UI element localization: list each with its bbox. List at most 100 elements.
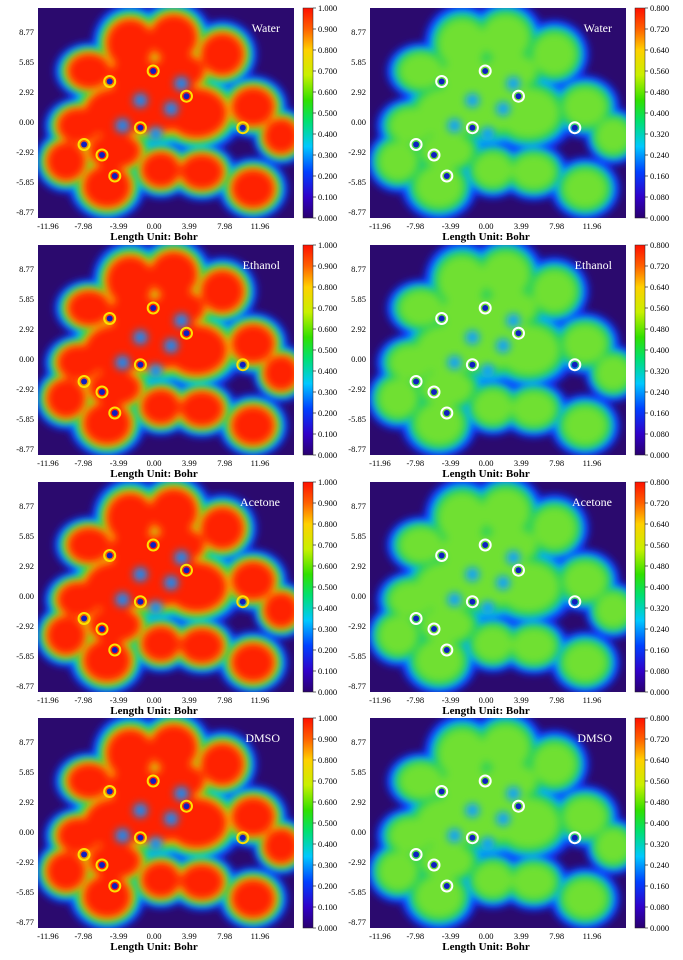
density-blob — [532, 742, 577, 786]
x-tick-label: 0.00 — [479, 458, 494, 468]
density-holes — [115, 786, 189, 851]
colorbar-tick-label: 0.000 — [650, 450, 669, 460]
density-layer — [378, 488, 626, 683]
colorbar-tick-label: 0.900 — [318, 261, 337, 271]
colorbar-tick-label: 0.080 — [650, 902, 669, 912]
density-blob — [88, 607, 141, 643]
atom-ring-marker — [179, 563, 193, 577]
x-tick-label: 7.98 — [549, 695, 564, 705]
density-blob — [441, 767, 494, 804]
heatmap-panel-8: DMSO 8.77 5.85 2.92 0.00 -2.92 -5.85 -8.77-11.9… — [348, 713, 669, 953]
colorbar-tick-label: 0.640 — [650, 282, 669, 292]
density-blob — [166, 798, 227, 848]
x-tick-label: 7.98 — [217, 695, 232, 705]
y-tick-label: 5.85 — [19, 767, 34, 777]
colorbar-tick-label: 0.000 — [650, 923, 669, 933]
colorbar-tick-label: 0.720 — [650, 734, 669, 744]
y-tick-label: -8.77 — [16, 444, 34, 454]
colorbar-tick-label: 0.560 — [650, 66, 669, 76]
density-blob — [378, 378, 418, 418]
colorbar-gradient — [302, 481, 314, 693]
density-blob — [231, 561, 275, 601]
atom-ring-marker — [103, 75, 117, 88]
x-axis-label: Length Unit: Bohr — [110, 705, 198, 717]
density-hole — [496, 338, 511, 353]
density-blob — [563, 561, 607, 601]
atom-ring-marker — [77, 138, 91, 151]
atom-ring-marker — [146, 774, 160, 788]
y-tick-label: 2.92 — [19, 797, 34, 807]
atom-ring-marker — [435, 312, 449, 325]
colorbar-tick-label: 0.160 — [650, 881, 669, 891]
colorbar-tick-label: 0.080 — [650, 666, 669, 676]
heatmap-panel-1: Water 8.77 5.85 2.92 0.00 -2.92 -5.85 -8.77-11.… — [16, 3, 337, 243]
colorbar-tick-label: 0.200 — [318, 408, 337, 418]
density-holes — [447, 313, 521, 378]
atom-ring-marker — [409, 612, 423, 625]
density-holes — [447, 76, 521, 141]
x-tick-label: 3.99 — [182, 221, 197, 231]
density-holes — [115, 313, 189, 378]
colorbar-tick-label: 0.000 — [318, 923, 337, 933]
y-tick-label: -5.85 — [348, 651, 366, 661]
density-blob — [415, 639, 464, 682]
density-blob — [416, 798, 478, 848]
colorbar: 0.800 0.720 0.640 0.560 0.480 0.400 0.320 0.240… — [634, 3, 669, 223]
density-blob — [441, 57, 494, 94]
density-hole — [174, 550, 189, 565]
density-blob — [231, 797, 275, 837]
y-tick-label: -2.92 — [348, 621, 366, 631]
density-blob — [563, 797, 607, 837]
x-tick-label: 0.00 — [479, 695, 494, 705]
colorbar-tick-label: 0.700 — [318, 540, 337, 550]
x-tick-label: -3.99 — [110, 695, 128, 705]
density-blob — [231, 879, 275, 919]
y-axis-ticks: 8.77 5.85 2.92 0.00 -2.92 -5.85 -8.77 — [16, 27, 34, 217]
atom-ring-marker — [478, 538, 492, 552]
density-hole — [506, 313, 521, 328]
x-tick-label: -3.99 — [110, 458, 128, 468]
y-tick-label: -2.92 — [348, 857, 366, 867]
colorbar-tick-label: 0.320 — [650, 603, 669, 613]
colorbar-tick-label: 0.560 — [650, 303, 669, 313]
density-hole — [174, 76, 189, 91]
y-tick-label: 2.92 — [351, 87, 366, 97]
density-blob — [166, 88, 227, 138]
colorbar-tick-label: 0.080 — [650, 429, 669, 439]
panel-label: Water — [252, 21, 280, 35]
density-blob — [84, 88, 145, 138]
density-hole — [480, 127, 495, 141]
density-blob — [84, 798, 145, 848]
density-blob — [152, 290, 205, 326]
atom-ring-marker — [465, 358, 479, 372]
density-blob — [141, 389, 181, 425]
colorbar-tick-label: 0.240 — [650, 860, 669, 870]
x-axis-label: Length Unit: Bohr — [442, 705, 530, 717]
density-map — [38, 482, 294, 692]
density-blob — [595, 828, 626, 864]
density-blob — [180, 864, 224, 900]
density-blob — [67, 53, 111, 89]
colorbar-tick-label: 0.160 — [650, 645, 669, 655]
atom-ring-marker — [179, 326, 193, 340]
density-blob — [180, 391, 224, 427]
x-tick-label: -11.96 — [37, 221, 59, 231]
colorbar-tick-label: 0.400 — [318, 839, 337, 849]
atom-ring-marker — [133, 831, 147, 845]
colorbar-tick-label: 0.160 — [650, 408, 669, 418]
x-tick-label: -3.99 — [110, 931, 128, 941]
atom-ring-marker — [146, 538, 160, 552]
atom-ring-marker — [179, 799, 193, 813]
y-tick-label: -5.85 — [16, 887, 34, 897]
x-tick-label: -3.99 — [442, 458, 460, 468]
x-tick-label: -7.98 — [406, 695, 424, 705]
x-tick-label: 0.00 — [479, 221, 494, 231]
density-hole — [465, 330, 480, 345]
colorbar-tick-label: 0.320 — [650, 366, 669, 376]
atom-ring-marker — [236, 121, 250, 135]
x-tick-label: 7.98 — [217, 458, 232, 468]
density-hole — [164, 575, 179, 590]
y-tick-label: 5.85 — [351, 767, 366, 777]
density-layer — [46, 724, 294, 919]
x-tick-label: 3.99 — [514, 695, 529, 705]
